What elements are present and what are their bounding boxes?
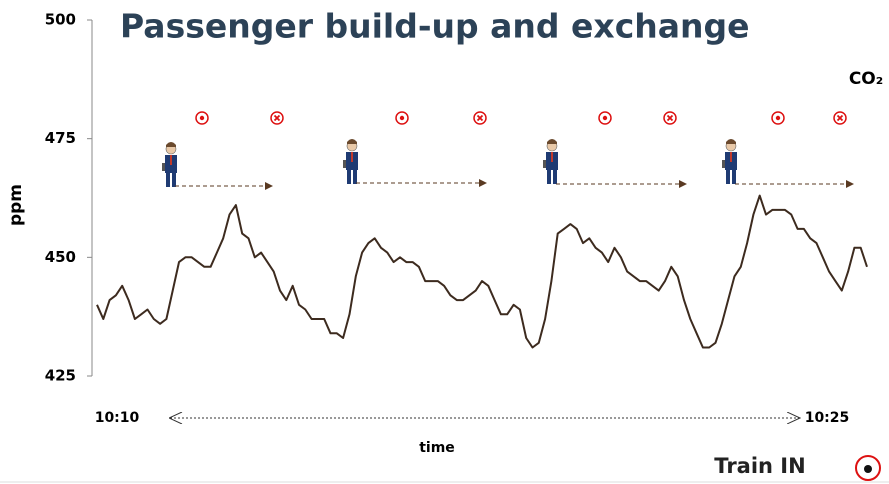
y-tick-label: 475 <box>45 129 76 147</box>
x-start-label: 10:10 <box>95 410 140 426</box>
decoration <box>0 20 889 483</box>
chart-title: Passenger build-up and exchange <box>120 7 750 46</box>
train-in-button[interactable]: Train IN <box>714 454 881 481</box>
button-icon-dot[interactable] <box>864 465 872 473</box>
y-axis-label: ppm <box>6 184 26 226</box>
y-tick-label: 500 <box>45 11 76 29</box>
series-label: CO₂ <box>849 69 883 89</box>
button-label[interactable]: Train IN <box>714 454 805 478</box>
y-tick-label: 450 <box>45 248 76 266</box>
data-line <box>96 194 868 349</box>
y-tick-label: 425 <box>45 367 76 385</box>
x-end-label: 10:25 <box>805 410 850 426</box>
x-axis-label: time <box>419 440 455 456</box>
